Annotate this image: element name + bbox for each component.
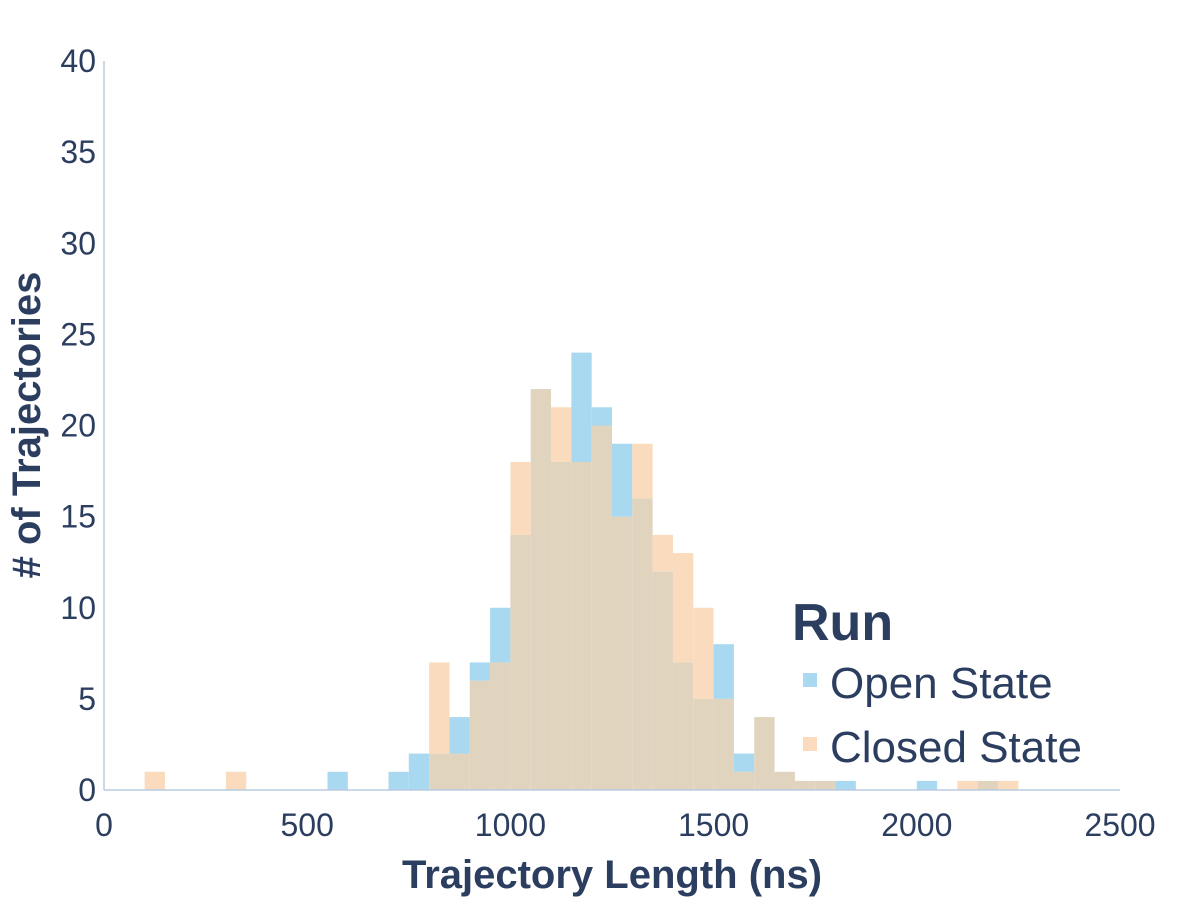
histogram-bar-open-state bbox=[713, 644, 734, 699]
histogram-bar-open-state bbox=[591, 407, 612, 426]
x-tick-label: 500 bbox=[281, 807, 334, 843]
histogram-bar-overlap bbox=[571, 461, 592, 790]
histogram-bar-overlap bbox=[672, 662, 694, 790]
y-axis-title: # of Trajectories bbox=[5, 272, 49, 579]
histogram-bar-overlap bbox=[652, 571, 673, 790]
histogram-bar-closed-state bbox=[510, 461, 531, 535]
histogram-bar-closed-state bbox=[632, 443, 653, 499]
histogram-bar-overlap bbox=[754, 717, 775, 790]
histogram-bar-overlap bbox=[510, 534, 531, 790]
histogram-bar-overlap bbox=[449, 753, 470, 790]
histogram-bars bbox=[144, 352, 1019, 790]
histogram-bar-closed-state bbox=[225, 771, 247, 790]
histogram-bar-open-state bbox=[388, 771, 409, 790]
histogram-bar-overlap bbox=[490, 662, 511, 790]
legend: Run Open State Closed State bbox=[792, 594, 1082, 772]
histogram-bar-closed-state bbox=[957, 780, 978, 790]
histogram-bar-closed-state bbox=[652, 534, 673, 572]
histogram-bar-closed-state bbox=[998, 780, 1019, 790]
histogram-bar-overlap bbox=[815, 780, 836, 790]
x-tick-labels: 0 500 1000 1500 2000 2500 bbox=[95, 807, 1155, 843]
histogram-bar-overlap bbox=[693, 698, 714, 790]
y-tick-label: 20 bbox=[60, 408, 96, 444]
x-tick-label: 0 bbox=[95, 807, 113, 843]
x-tick-label: 1000 bbox=[475, 807, 546, 843]
y-tick-label: 35 bbox=[60, 134, 96, 170]
histogram-bar-open-state bbox=[469, 662, 491, 681]
histogram-bar-open-state bbox=[449, 717, 470, 754]
legend-label-closed-state: Closed State bbox=[830, 723, 1082, 772]
histogram-bar-open-state bbox=[733, 753, 755, 772]
y-tick-labels: 0 5 10 15 20 25 30 35 40 bbox=[60, 43, 96, 808]
x-tick-label: 1500 bbox=[678, 807, 749, 843]
legend-title: Run bbox=[792, 594, 893, 652]
y-tick-label: 0 bbox=[78, 772, 96, 808]
histogram-bar-overlap bbox=[612, 516, 633, 790]
y-tick-label: 5 bbox=[78, 681, 96, 717]
histogram-bar-open-state bbox=[408, 753, 430, 790]
histogram-bar-overlap bbox=[794, 780, 816, 790]
legend-swatch-open-state bbox=[803, 673, 817, 687]
histogram-bar-closed-state bbox=[672, 553, 694, 663]
histogram-bar-open-state bbox=[571, 352, 592, 462]
histogram-bar-overlap bbox=[591, 425, 612, 790]
histogram-bar-overlap bbox=[530, 389, 552, 790]
y-tick-label: 10 bbox=[60, 590, 96, 626]
histogram-bar-overlap bbox=[733, 771, 755, 790]
y-tick-label: 40 bbox=[60, 43, 96, 79]
histogram-bar-closed-state bbox=[551, 407, 572, 462]
histogram-bar-overlap bbox=[551, 461, 572, 790]
histogram-bar-closed-state bbox=[693, 607, 714, 699]
histogram-bar-overlap bbox=[632, 498, 653, 790]
legend-swatch-closed-state bbox=[803, 737, 817, 751]
histogram-bar-overlap bbox=[429, 753, 450, 790]
histogram-bar-open-state bbox=[916, 780, 938, 790]
histogram-bar-overlap bbox=[977, 780, 999, 790]
histogram-bar-open-state bbox=[490, 607, 511, 663]
y-tick-label: 30 bbox=[60, 225, 96, 261]
histogram-bar-overlap bbox=[713, 698, 734, 790]
histogram-bar-open-state bbox=[327, 771, 348, 790]
histogram-bar-overlap bbox=[469, 680, 491, 790]
x-tick-label: 2000 bbox=[881, 807, 952, 843]
histogram-bar-open-state bbox=[612, 443, 633, 517]
histogram-bar-overlap bbox=[774, 771, 795, 790]
histogram-bar-closed-state bbox=[144, 771, 165, 790]
x-tick-label: 2500 bbox=[1084, 807, 1155, 843]
x-axis-title: Trajectory Length (ns) bbox=[402, 853, 822, 897]
legend-label-open-state: Open State bbox=[830, 659, 1053, 708]
histogram-bar-open-state bbox=[835, 780, 856, 790]
y-tick-label: 15 bbox=[60, 499, 96, 535]
y-tick-label: 25 bbox=[60, 316, 96, 352]
histogram-bar-closed-state bbox=[429, 662, 450, 754]
